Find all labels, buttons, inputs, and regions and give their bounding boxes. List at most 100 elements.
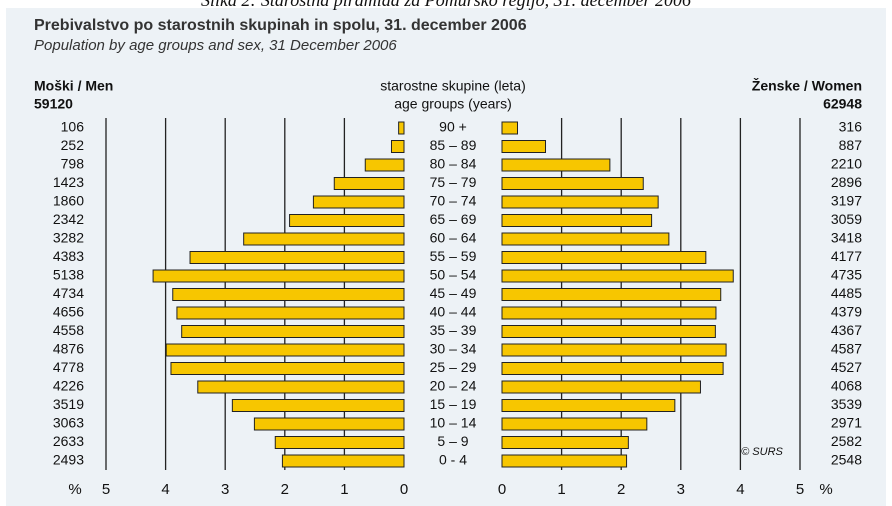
bar xyxy=(281,454,405,468)
count-label: 4558 xyxy=(53,322,84,338)
bar xyxy=(501,177,644,190)
count-label: 5138 xyxy=(53,267,84,283)
bar xyxy=(501,214,653,227)
x-unit: % xyxy=(819,481,832,498)
bar xyxy=(189,251,405,264)
bar xyxy=(501,269,734,283)
age-group-label: 20 – 24 xyxy=(430,378,477,394)
count-label: 2896 xyxy=(831,174,862,190)
age-group-label: 80 – 84 xyxy=(430,156,477,172)
bar xyxy=(501,399,676,412)
count-label: 4485 xyxy=(831,285,862,301)
x-tick-label: 3 xyxy=(221,481,229,498)
x-tick-label: 1 xyxy=(340,481,348,498)
bar xyxy=(172,288,405,301)
bar xyxy=(501,158,611,172)
count-label: 3418 xyxy=(831,230,862,246)
x-tick-label: 0 xyxy=(498,481,506,498)
count-label: 3282 xyxy=(53,230,84,246)
age-group-label: 55 – 59 xyxy=(430,248,477,264)
bar xyxy=(501,121,518,135)
bar xyxy=(501,288,722,301)
count-label: 3197 xyxy=(831,193,862,209)
count-label: 2342 xyxy=(53,211,84,227)
count-label: 2582 xyxy=(831,433,862,449)
bar xyxy=(170,362,405,375)
bar xyxy=(501,232,670,246)
count-label: 3539 xyxy=(831,396,862,412)
chart-title: Prebivalstvo po starostnih skupinah in s… xyxy=(34,17,527,34)
x-tick-label: 5 xyxy=(796,481,804,498)
bar xyxy=(274,436,405,449)
x-tick-label: 4 xyxy=(736,481,744,498)
bar xyxy=(333,177,405,190)
bar xyxy=(501,436,629,449)
count-label: 4226 xyxy=(53,378,84,394)
age-group-label: 50 – 54 xyxy=(430,267,477,283)
bar xyxy=(501,417,648,431)
count-label: 3059 xyxy=(831,211,862,227)
count-label: 1860 xyxy=(53,193,84,209)
count-label: 1423 xyxy=(53,174,84,190)
bar xyxy=(152,269,405,283)
x-tick-label: 2 xyxy=(281,481,289,498)
bar xyxy=(501,306,717,320)
bar xyxy=(165,343,405,357)
count-label: 4527 xyxy=(831,359,862,375)
series-name: Ženske / Women xyxy=(752,77,862,94)
count-label: 2548 xyxy=(831,452,862,468)
age-group-label: 10 – 14 xyxy=(430,415,477,431)
bar xyxy=(501,362,724,375)
bar xyxy=(501,454,628,468)
count-label: 4656 xyxy=(53,304,84,320)
bar xyxy=(364,158,405,172)
series-total: 59120 xyxy=(34,96,73,112)
category-title-en: age groups (years) xyxy=(394,96,512,112)
age-group-label: 65 – 69 xyxy=(430,211,477,227)
age-group-label: 75 – 79 xyxy=(430,174,477,190)
bar xyxy=(312,195,405,209)
chart-panel xyxy=(6,8,886,506)
count-label: 4177 xyxy=(831,248,862,264)
age-group-label: 5 – 9 xyxy=(437,433,468,449)
age-group-label: 30 – 34 xyxy=(430,341,477,357)
count-label: 3063 xyxy=(53,415,84,431)
count-label: 4379 xyxy=(831,304,862,320)
count-label: 887 xyxy=(839,137,863,153)
count-label: 4587 xyxy=(831,341,862,357)
age-group-label: 25 – 29 xyxy=(430,359,477,375)
x-tick-label: 2 xyxy=(617,481,625,498)
age-group-label: 60 – 64 xyxy=(430,230,477,246)
age-group-label: 85 – 89 xyxy=(430,137,477,153)
source: © SURS xyxy=(741,446,783,458)
bar xyxy=(253,417,405,431)
count-label: 2971 xyxy=(831,415,862,431)
count-label: 2493 xyxy=(53,452,84,468)
bar xyxy=(501,251,707,264)
series-total: 62948 xyxy=(823,96,862,112)
bar xyxy=(231,399,405,412)
count-label: 798 xyxy=(61,156,85,172)
caption: Slika 2: Starostna piramida za Pomursko … xyxy=(201,0,691,10)
series-name: Moški / Men xyxy=(34,78,113,94)
count-label: 4734 xyxy=(53,285,84,301)
count-label: 3519 xyxy=(53,396,84,412)
bar xyxy=(501,195,659,209)
bar xyxy=(390,140,405,153)
x-tick-label: 5 xyxy=(102,481,110,498)
count-label: 2210 xyxy=(831,156,862,172)
x-tick-label: 3 xyxy=(677,481,685,498)
bar xyxy=(501,140,547,153)
count-label: 4876 xyxy=(53,341,84,357)
age-group-label: 90 + xyxy=(439,119,467,135)
age-group-label: 40 – 44 xyxy=(430,304,477,320)
x-tick-label: 1 xyxy=(557,481,565,498)
count-label: 316 xyxy=(839,119,863,135)
age-group-label: 70 – 74 xyxy=(430,193,477,209)
bar xyxy=(501,325,716,338)
x-tick-label: 0 xyxy=(400,481,408,498)
count-label: 4778 xyxy=(53,359,84,375)
bar xyxy=(398,121,405,135)
category-title: starostne skupine (leta) xyxy=(380,78,526,94)
